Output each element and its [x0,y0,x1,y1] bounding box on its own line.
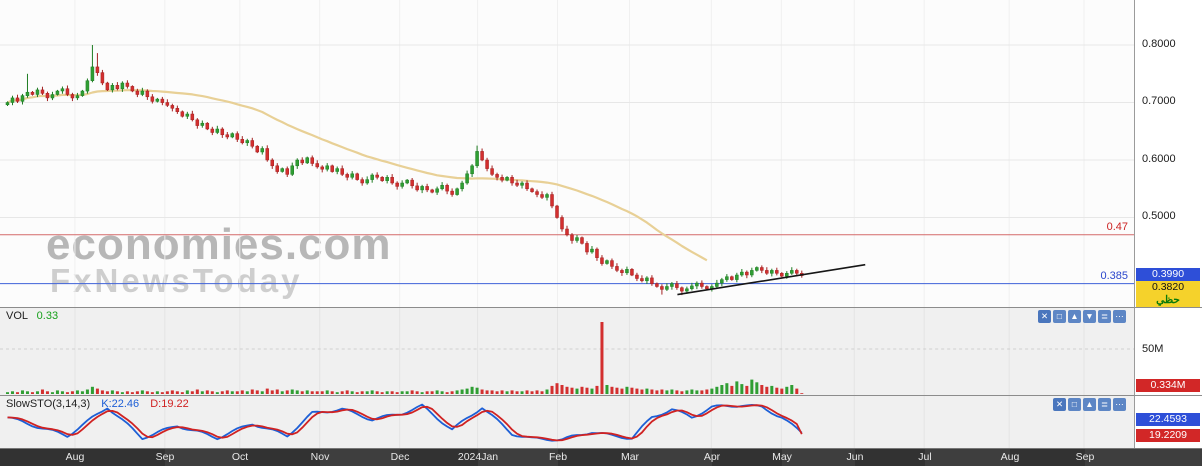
volume-grid-label: 50M [1142,343,1164,355]
alert-price-badge: 0.3820 [1136,281,1200,294]
time-axis-label: Dec [390,451,410,463]
support-line-label: 0.385 [1100,270,1128,282]
volume-pane[interactable]: VOL 0.33 ✕ □ ▲ ▼ ≣ ⋯ [0,307,1135,395]
last-price-badge: 0.3990 [1136,268,1200,281]
stochastic-k-badge: 22.4593 [1136,413,1200,426]
stochastic-chart-canvas[interactable] [0,396,1134,448]
time-axis-month-segment [240,449,320,466]
pane-close-button[interactable]: ✕ [1038,310,1051,323]
price-axis-label: 0.5000 [1142,210,1176,222]
time-axis-month-segment [400,449,478,466]
time-axis-label: Sep [1075,451,1095,463]
volume-chart-canvas[interactable] [0,308,1134,395]
volume-indicator-label: VOL [6,310,28,322]
price-axis-label: 0.7000 [1142,95,1176,107]
time-axis-label: Mar [620,451,640,463]
time-axis-label: Oct [231,451,249,463]
stochastic-indicator-label: SlowSTO(3,14,3) [6,398,91,410]
price-axis-label: 0.6000 [1142,153,1176,165]
time-axis-month-segment [1010,449,1085,466]
time-axis-month-segment [782,449,855,466]
pane-move-down-button[interactable]: ▼ [1083,310,1096,323]
time-axis-label: Nov [310,451,330,463]
resistance-line-label: 0.47 [1106,221,1128,233]
price-pane[interactable]: economies.com FxNewsToday 0.47 0.385 [0,0,1135,307]
pane-restore-button[interactable]: □ [1053,310,1066,323]
pane-menu-button[interactable]: ≣ [1098,398,1111,411]
time-axis-label: Aug [1000,451,1020,463]
price-axis-label: 0.8000 [1142,38,1176,50]
price-axis[interactable]: 0.8000 0.7000 0.6000 0.5000 0.3990 0.382… [1135,0,1202,307]
pane-close-button[interactable]: ✕ [1053,398,1066,411]
time-axis-label: Apr [703,451,721,463]
time-axis-label: Sep [155,451,175,463]
stochastic-k-value: K:22.46 [101,398,140,410]
time-axis-label: 2024Jan [457,451,499,463]
pane-move-up-button[interactable]: ▲ [1068,310,1081,323]
last-volume-badge: 0.334M [1136,379,1200,392]
watermark-economies: economies.com [46,220,392,269]
stochastic-d-value: D:19.22 [150,398,189,410]
time-axis-month-segment [75,449,165,466]
pane-move-up-button[interactable]: ▲ [1083,398,1096,411]
pane-more-button[interactable]: ⋯ [1113,398,1126,411]
time-axis-month-segment [855,449,925,466]
time-axis-label: Aug [65,451,85,463]
stochastic-pane[interactable]: SlowSTO(3,14,3) K:22.46 D:19.22 ✕ □ ▲ ≣ … [0,395,1135,448]
time-axis-month-segment [925,449,1010,466]
time-axis-month-segment [630,449,712,466]
pane-restore-button[interactable]: □ [1068,398,1081,411]
time-axis-label: May [772,451,792,463]
time-axis-month-segment [478,449,558,466]
watermark-fxnewstoday: FxNewsToday [50,262,303,299]
time-axis-label: Feb [548,451,568,463]
time-axis[interactable]: Aug Sep Oct Nov Dec 2024Jan Feb Mar Apr May Jun Jul… [0,448,1202,466]
time-axis-month-segment [712,449,782,466]
pane-more-button[interactable]: ⋯ [1113,310,1126,323]
time-axis-month-segment [165,449,240,466]
volume-pane-header: VOL 0.33 [6,310,58,322]
time-axis-month-segment [1085,449,1202,466]
volume-pane-buttons: ✕ □ ▲ ▼ ≣ ⋯ [1038,310,1126,323]
time-axis-label: Jun [846,451,864,463]
stochastic-pane-header: SlowSTO(3,14,3) K:22.46 D:19.22 [6,398,189,410]
time-axis-month-segment [320,449,400,466]
alert-text-badge: حظي [1136,294,1200,307]
stochastic-axis[interactable]: 22.4593 19.2209 [1135,395,1202,448]
time-axis-label: Jul [918,451,932,463]
stochastic-d-badge: 19.2209 [1136,429,1200,442]
price-chart-canvas[interactable] [0,0,1134,307]
stochastic-pane-buttons: ✕ □ ▲ ≣ ⋯ [1053,398,1126,411]
time-axis-month-segment [558,449,630,466]
pane-menu-button[interactable]: ≣ [1098,310,1111,323]
volume-axis[interactable]: 50M 0.334M [1135,307,1202,395]
volume-indicator-value: 0.33 [36,310,59,322]
